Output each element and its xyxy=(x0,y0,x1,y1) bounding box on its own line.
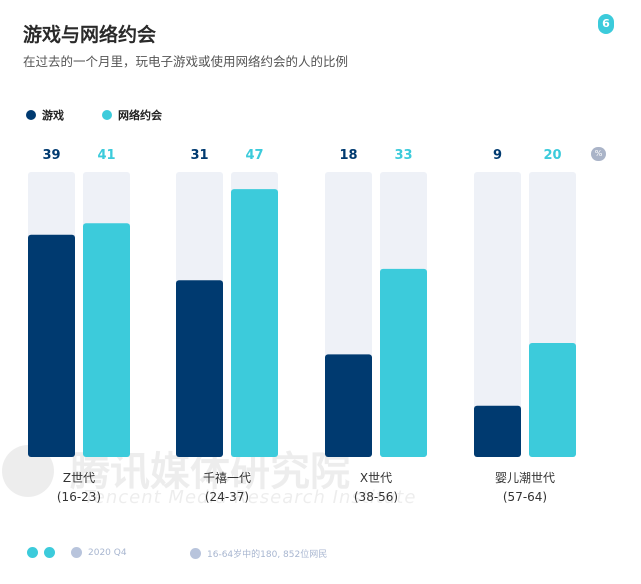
legend-label: 游戏 xyxy=(42,109,64,122)
footer-icons: 2020 Q4 xyxy=(27,547,127,558)
percent-unit-badge: % xyxy=(591,147,606,161)
page-subtitle: 在过去的一个月里，玩电子游戏或使用网络约会的人的比例 xyxy=(23,54,349,69)
footer-sample: 16-64岁中的180, 852位网民 xyxy=(190,547,327,560)
data-label: 31 xyxy=(190,148,208,163)
legend-item-games: 游戏 xyxy=(26,107,64,123)
chart-icon xyxy=(27,547,38,558)
data-label: 39 xyxy=(42,148,60,163)
legend-label: 网络约会 xyxy=(118,109,162,122)
bar-games xyxy=(474,405,521,457)
page-title: 游戏与网络约会 xyxy=(23,24,157,46)
chart-icon xyxy=(44,547,55,558)
people-icon xyxy=(190,548,201,559)
page-number-badge: 6 xyxy=(598,14,614,34)
category-label: X世代 xyxy=(360,471,392,485)
bar-games xyxy=(325,354,372,457)
category-label: 千禧一代 xyxy=(203,471,251,485)
legend-item-dating: 网络约会 xyxy=(102,107,162,123)
bar-dating xyxy=(529,343,576,457)
data-label: 33 xyxy=(394,148,412,163)
data-label: 47 xyxy=(245,148,263,163)
bar-dating xyxy=(231,189,278,457)
legend-dot-icon xyxy=(26,110,36,120)
clock-icon xyxy=(71,547,82,558)
category-label: 婴儿潮世代 xyxy=(495,470,555,485)
bar-track xyxy=(474,172,521,457)
footer-sample-text: 16-64岁中的180, 852位网民 xyxy=(207,550,328,560)
bar-chart: 39 41 Z世代 (16-23) 31 47 千禧一代 (24-37) 18 33 X世代 (38-… xyxy=(28,148,576,504)
bar-games xyxy=(176,280,223,457)
data-label: 41 xyxy=(97,148,115,163)
bar-dating xyxy=(83,223,130,457)
footer-date: 2020 Q4 xyxy=(88,547,127,558)
data-label: 18 xyxy=(339,148,357,163)
category-label: Z世代 xyxy=(63,471,95,485)
category-sublabel: (38-56) xyxy=(354,490,398,504)
bar-games xyxy=(28,234,75,457)
data-label: 20 xyxy=(543,148,561,163)
data-label: 9 xyxy=(493,148,502,163)
category-sublabel: (24-37) xyxy=(205,490,249,504)
category-sublabel: (57-64) xyxy=(503,490,547,504)
bar-dating xyxy=(380,268,427,457)
legend-dot-icon xyxy=(102,110,112,120)
category-sublabel: (16-23) xyxy=(57,490,101,504)
